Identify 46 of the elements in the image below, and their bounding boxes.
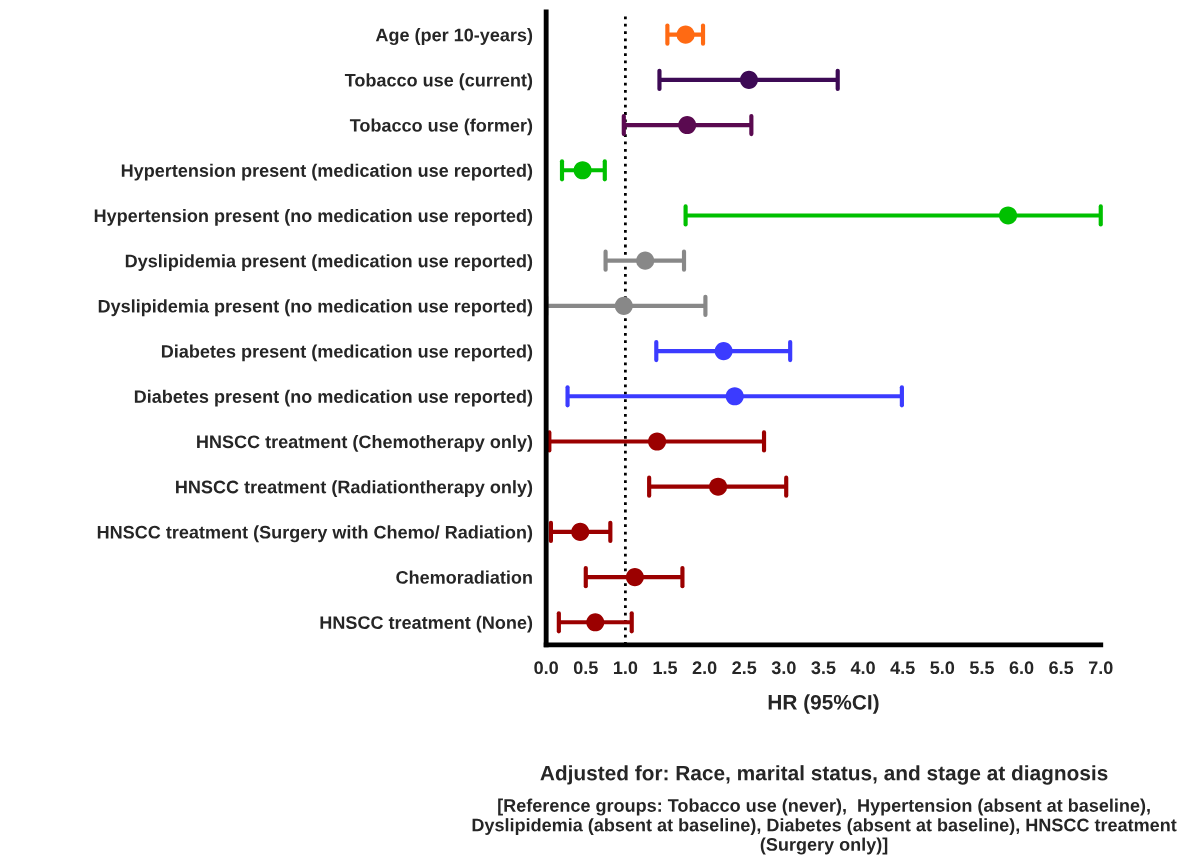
- x-tick-label: 2.0: [692, 661, 717, 675]
- y-tick-label: Tobacco use (former): [349, 118, 533, 136]
- y-tick-label: HNSCC treatment (None): [320, 615, 533, 633]
- point: [586, 613, 605, 632]
- point: [571, 522, 590, 541]
- y-tick-label: Dyslipidemia present (no medication use reported): [98, 299, 533, 317]
- point: [714, 342, 733, 361]
- x-tick-label: 4.5: [890, 661, 915, 675]
- x-tick-label: 0.0: [534, 661, 558, 675]
- y-tick-label: Hypertension present (medication use reported): [121, 163, 533, 181]
- x-tick-label: 2.5: [732, 661, 757, 675]
- point: [678, 116, 697, 135]
- y-tick-label: HNSCC treatment (Surgery with Chemo/ Radiation): [97, 525, 533, 543]
- y-tick-label: Chemoradiation: [396, 570, 532, 584]
- point: [709, 477, 728, 496]
- x-tick-label: 1.0: [613, 661, 638, 675]
- point: [614, 296, 633, 315]
- x-tick-label: 6.5: [1049, 661, 1074, 675]
- x-tick-label: 1.5: [653, 661, 678, 675]
- x-tick-label: 7.0: [1088, 661, 1113, 675]
- point: [648, 432, 667, 451]
- y-tick-label: Diabetes present (no medication use reported): [134, 389, 533, 407]
- y-tick-label: HNSCC treatment (Radiationtherapy only): [176, 480, 533, 497]
- x-tick-label: 3.5: [811, 661, 836, 675]
- x-axis-title: HR (95%CI): [768, 694, 879, 714]
- point: [739, 70, 759, 89]
- point: [725, 387, 744, 406]
- x-tick-label: 4.0: [850, 661, 875, 675]
- x-tick-label: 5.5: [969, 661, 994, 675]
- point: [625, 568, 644, 587]
- text: [Reference groups: Tobacco use (never), Hypertension (absent at baseline), Dyslipidemia (absent at baseline), Diabetes (absent at baseline), HNSCC treatment (Surgery only)]: [472, 798, 1177, 855]
- point: [636, 251, 655, 270]
- point: [676, 25, 695, 44]
- x-tick-label: 3.0: [771, 661, 796, 675]
- y-tick-label: HNSCC treatment (Chemotherapy only): [197, 434, 533, 452]
- point: [573, 161, 592, 180]
- text: Adjusted for: Race, marital status, and stage at diagnosis: [540, 765, 1108, 785]
- y-tick-label: Age (per 10-years): [375, 28, 533, 46]
- y-tick-label: Diabetes present (medication use reported): [161, 344, 533, 362]
- x-tick-label: 5.0: [930, 661, 955, 675]
- point: [999, 206, 1018, 225]
- y-tick-label: Tobacco use (current): [344, 73, 533, 91]
- y-tick-label: Dyslipidemia present (medication use reported): [125, 254, 533, 271]
- x-tick-label: 6.0: [1009, 661, 1034, 675]
- y-tick-label: Hypertension present (no medication use reported): [94, 208, 533, 226]
- x-tick-label: 0.5: [573, 661, 598, 675]
